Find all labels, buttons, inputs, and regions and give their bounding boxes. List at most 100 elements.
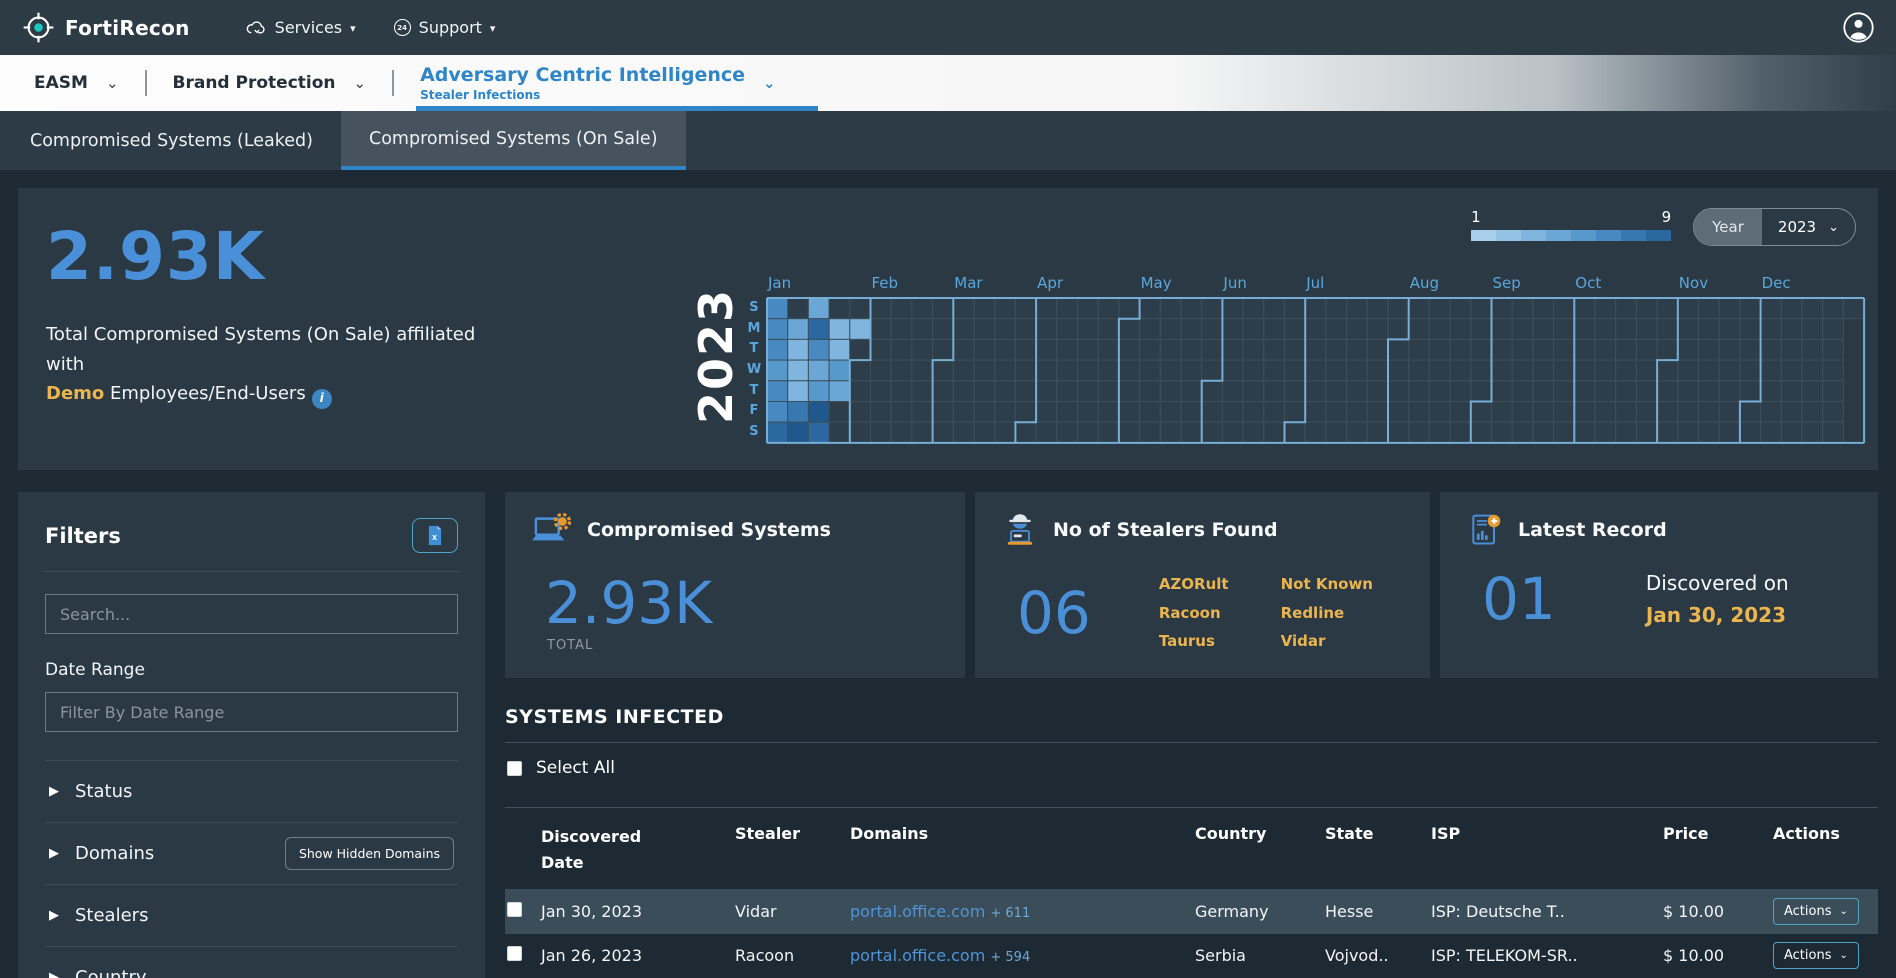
tab-label: Compromised Systems (Leaked) [30,130,313,151]
topnav-menu: Services ▾ 24 Support ▾ [246,18,495,37]
svg-text:Jul: Jul [1305,274,1324,292]
table-header: Discovered Date Stealer Domains Country … [505,808,1878,889]
card-caption: TOTAL [547,638,594,653]
svg-text:Aug: Aug [1410,274,1439,292]
cell-country: Germany [1195,901,1269,921]
legend-segment [1521,230,1547,241]
day-of-week-label: T [749,341,759,357]
profile-button[interactable] [1843,12,1874,43]
heatmap-svg-host[interactable]: Jan Feb Mar Apr May Jun Jul Aug Sep Oct Nov Dec [765,270,1866,446]
info-icon[interactable]: i [311,389,332,410]
col-stealer[interactable]: Stealer [735,824,801,843]
svg-text:Oct: Oct [1575,274,1601,292]
excel-file-icon: x [428,525,442,546]
day-of-week-label: F [749,403,759,419]
total-compromised-count: 2.93K [46,218,265,295]
summary-panel: 2.93K Total Compromised Systems (On Sale… [18,188,1878,470]
date-range-label: Date Range [45,660,145,680]
date-range-input[interactable] [45,692,458,732]
filter-section-label: Stealers [75,905,149,926]
filter-section-stealers[interactable]: ▶ Stealers [45,884,458,946]
row-checkbox[interactable] [507,946,522,962]
show-hidden-domains-button[interactable]: Show Hidden Domains [284,837,454,870]
nav-item-brand-protection[interactable]: Brand Protection ⌄ [173,55,367,111]
select-all-label: Select All [536,758,615,778]
domain-extra-count[interactable]: + 611 [990,905,1031,921]
stealer-name: Taurus [1158,632,1215,650]
svg-text:May: May [1141,274,1172,292]
tab-compromised-systems-leaked[interactable]: Compromised Systems (Leaked) [2,111,341,170]
day-of-week-label: W [746,362,762,378]
discovered-on-label: Discovered on [1645,571,1789,595]
domain-link[interactable]: portal.office.com [850,901,986,921]
year-selector[interactable]: Year 2023 ⌄ [1693,208,1856,246]
select-all-row: Select All [505,743,1878,793]
laptop-gear-icon [531,512,573,548]
row-actions-button[interactable]: Actions ⌄ [1773,942,1859,970]
brand[interactable]: FortiRecon [22,11,190,44]
col-price[interactable]: Price [1663,824,1709,843]
col-actions[interactable]: Actions [1773,824,1840,843]
systems-infected-section: SYSTEMS INFECTED Select All Discovered D… [505,706,1878,978]
section-title: SYSTEMS INFECTED [505,706,724,728]
triangle-right-icon: ▶ [49,970,59,978]
chevron-down-icon: ⌄ [763,74,776,92]
cell-price: $ 10.00 [1663,901,1725,921]
row-checkbox[interactable] [507,901,522,917]
table-row[interactable]: Jan 30, 2023 Vidar portal.office.com + 6… [505,889,1878,934]
chevron-down-icon: ⌄ [1828,219,1839,235]
stealer-name: Not Known [1280,575,1373,593]
chevron-down-icon: ⌄ [1839,905,1848,917]
col-state[interactable]: State [1325,824,1374,843]
domain-extra-count[interactable]: + 594 [990,950,1031,966]
services-menu[interactable]: Services ▾ [246,18,356,37]
cell-country: Serbia [1195,946,1246,966]
user-avatar-icon [1843,12,1874,43]
year-selector-label: Year [1694,209,1762,245]
day-of-week-label: S [749,300,759,315]
year-selector-value: 2023 [1777,218,1817,236]
filters-panel: Filters x Date Range ▶ Status ▶ Domains Show… [18,492,485,978]
nav-item-adversary-centric-intelligence[interactable]: Adversary Centric Intelligence Stealer I… [416,55,818,111]
svg-text:Nov: Nov [1679,274,1708,292]
heatmap-legend-bar [1471,230,1672,241]
aci-label: Adversary Centric Intelligence [420,64,746,86]
col-discovered-date[interactable]: Discovered Date [541,827,642,872]
search-input[interactable] [45,594,458,634]
svg-text:Sep: Sep [1492,274,1520,292]
legend-segment [1571,230,1597,241]
support-menu[interactable]: 24 Support ▾ [393,18,495,37]
nav-item-easm[interactable]: EASM ⌄ [34,55,119,111]
day-of-week-label: M [747,320,761,336]
filter-section-country[interactable]: ▶ Country [45,946,458,978]
chevron-down-icon: ⌄ [353,74,367,92]
svg-text:Jan: Jan [767,274,791,292]
table-row[interactable]: Jan 26, 2023 Racoon portal.office.com + … [505,934,1878,978]
legend-min: 1 [1471,208,1481,226]
domain-link[interactable]: portal.office.com [850,946,986,966]
lower-area: Filters x Date Range ▶ Status ▶ Domains Show… [0,470,1896,978]
card-title: No of Stealers Found [1053,519,1278,541]
svg-text:Mar: Mar [954,274,983,292]
tab-label: Compromised Systems (On Sale) [368,128,658,149]
col-domains[interactable]: Domains [850,824,929,843]
svg-text:Jun: Jun [1222,274,1246,292]
col-isp[interactable]: ISP [1431,824,1461,843]
row-actions-button[interactable]: Actions ⌄ [1773,897,1859,925]
select-all-checkbox[interactable] [507,760,522,776]
description-highlight: Demo [46,383,105,405]
export-excel-button[interactable]: x [412,518,458,553]
stealer-name: Racoon [1158,603,1221,622]
heatmap-legend: 1 9 [1471,208,1672,241]
aci-sublabel: Stealer Infections [420,88,541,102]
tab-compromised-systems-on-sale[interactable]: Compromised Systems (On Sale) [340,111,686,170]
triangle-right-icon: ▶ [49,908,59,923]
easm-label: EASM [34,73,88,93]
stealer-name: Redline [1280,603,1345,622]
stealer-name: Vidar [1280,632,1326,650]
filter-section-domains[interactable]: ▶ Domains Show Hidden Domains [45,822,458,884]
cell-domains: portal.office.com + 611 [850,902,1195,921]
support-label: Support [418,18,482,37]
filter-section-status[interactable]: ▶ Status [45,760,458,822]
col-country[interactable]: Country [1195,824,1267,843]
